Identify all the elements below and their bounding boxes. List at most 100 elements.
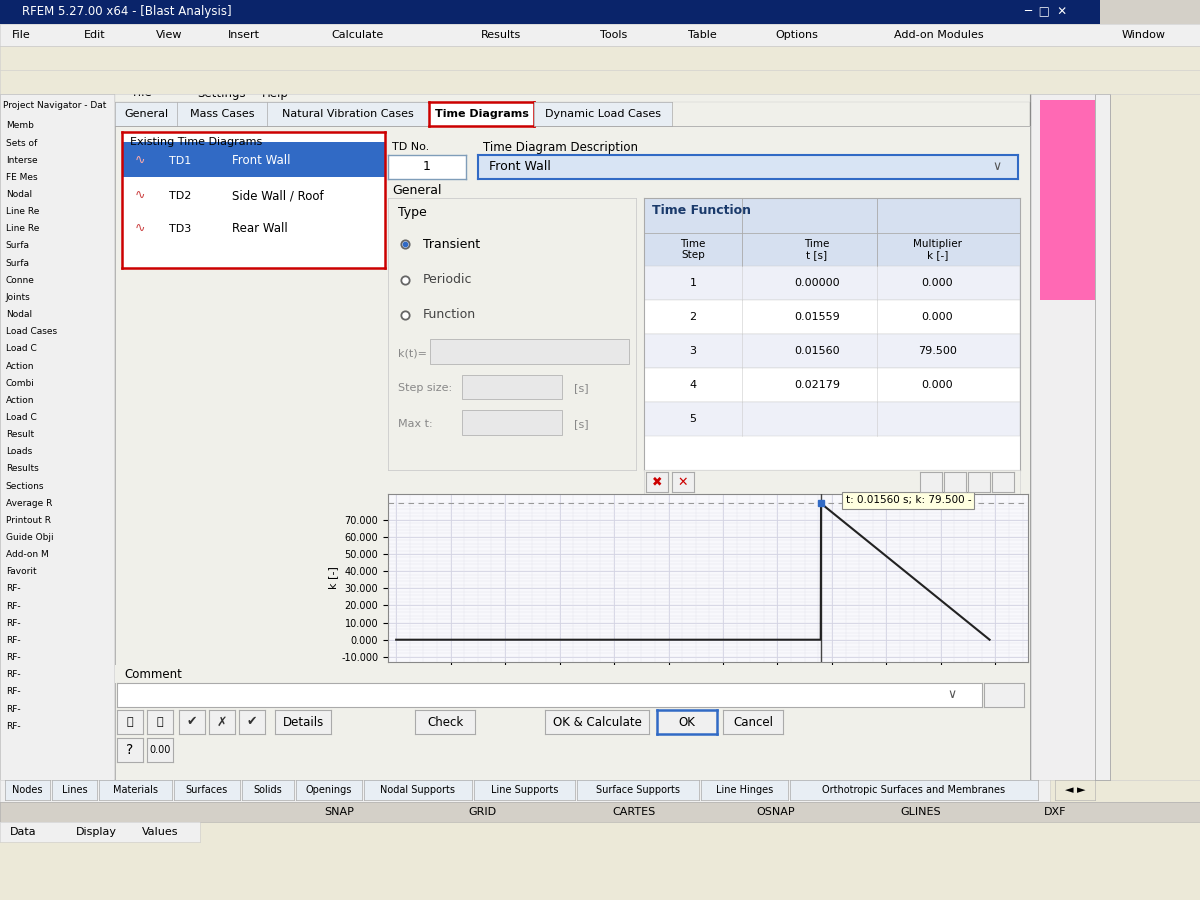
Text: Tools: Tools [600,30,628,40]
Text: 0.01560: 0.01560 [794,346,840,356]
Text: Side Wall / Roof: Side Wall / Roof [233,189,324,202]
Text: Memb: Memb [6,122,34,130]
Text: TD3: TD3 [169,223,192,234]
Text: Favorit: Favorit [6,567,36,576]
Text: Guide Obji: Guide Obji [6,533,53,542]
Bar [122,210,385,245]
X-axis label: t [s]: t [s] [697,688,719,698]
Text: ✕: ✕ [1015,67,1025,79]
Text: File: File [133,86,154,100]
Text: 3: 3 [689,346,696,356]
Text: TD2: TD2 [169,191,192,201]
Text: Multiplier
k [-]: Multiplier k [-] [913,238,961,260]
Text: ✗: ✗ [217,716,227,728]
Text: Sets of: Sets of [6,139,37,148]
Bar [644,334,1020,368]
Text: Nodes: Nodes [12,785,43,795]
Text: RF-: RF- [6,722,20,731]
Text: Dynamic Load Cases: Dynamic Load Cases [545,109,661,119]
Text: Surfa: Surfa [6,241,30,250]
Text: Average R: Average R [6,499,52,508]
Text: 0.00: 0.00 [149,745,170,755]
Text: Settings: Settings [197,86,246,100]
Text: Materials: Materials [113,785,158,795]
Text: RF-: RF- [6,601,20,610]
Text: Function: Function [422,309,476,321]
Text: [s]: [s] [574,383,589,393]
Bar [644,402,1020,436]
Text: 4: 4 [689,380,696,390]
Bar [122,141,385,177]
Text: ∨: ∨ [947,688,956,701]
Text: Help: Help [262,86,288,100]
Text: RF-: RF- [6,670,20,680]
Text: Surfa: Surfa [6,258,30,267]
Text: 5: 5 [689,414,696,424]
Y-axis label: k [-]: k [-] [329,567,338,590]
Text: Surface Supports: Surface Supports [596,785,680,795]
Text: Interse: Interse [6,156,37,165]
Text: Nodal Supports: Nodal Supports [380,785,456,795]
Text: 0.01559: 0.01559 [794,312,840,322]
Text: Time Function: Time Function [652,203,750,217]
Text: Edit: Edit [84,30,106,40]
Text: General: General [124,109,168,119]
Bar [462,374,562,400]
Text: 79.500: 79.500 [918,346,956,356]
Text: GLINES: GLINES [900,807,941,817]
Text: ∨: ∨ [992,160,1002,174]
Text: File: File [12,30,31,40]
Text: Sections: Sections [6,482,44,490]
Bar [644,368,1020,402]
Text: ∿: ∿ [136,154,145,167]
Text: 1: 1 [689,278,696,288]
Bar [644,233,1020,266]
Text: 0.02179: 0.02179 [794,380,840,390]
Text: Openings: Openings [306,785,352,795]
Bar [644,198,1020,233]
Text: TD No.: TD No. [392,142,430,152]
Text: Values: Values [142,827,179,837]
Text: ◄ ►: ◄ ► [1064,785,1085,795]
Text: Table: Table [688,30,716,40]
Text: Load C: Load C [6,413,36,422]
Text: FE Mes: FE Mes [6,173,37,182]
Text: Max t:: Max t: [398,418,432,428]
Text: Display: Display [76,827,118,837]
Text: 0.00000: 0.00000 [794,278,840,288]
Text: Results: Results [6,464,38,473]
Text: Add-on M: Add-on M [6,550,48,559]
Text: [s]: [s] [574,418,589,428]
Text: Insert: Insert [228,30,260,40]
Text: Line Re: Line Re [6,207,40,216]
Text: CARTES: CARTES [612,807,655,817]
Text: Action: Action [6,362,35,371]
Text: Window: Window [1122,30,1166,40]
Text: RF-: RF- [6,705,20,714]
Text: RF-: RF- [6,619,20,628]
Text: Natural Vibration Cases: Natural Vibration Cases [282,109,414,119]
Text: Calculate: Calculate [331,30,384,40]
Text: Existing Time Diagrams: Existing Time Diagrams [130,138,262,148]
Text: 0.000: 0.000 [922,380,953,390]
Text: Add-on Modules: Add-on Modules [894,30,984,40]
Text: Combi: Combi [6,379,35,388]
Text: Result: Result [6,430,34,439]
Text: Time
Step: Time Step [680,238,706,260]
Text: DXF: DXF [1044,807,1067,817]
Text: RFEM 5.27.00 x64 - [Blast Analysis]: RFEM 5.27.00 x64 - [Blast Analysis] [22,5,232,19]
Text: Loads: Loads [6,447,32,456]
Text: 1: 1 [424,160,431,174]
Text: Line Hinges: Line Hinges [716,785,773,795]
Text: t: 0.01560 s; k: 79.500 -: t: 0.01560 s; k: 79.500 - [846,495,971,506]
Text: RF-DYNAM Pro Input Data: RF-DYNAM Pro Input Data [124,67,317,79]
Text: 💾: 💾 [127,717,133,727]
Text: RF-: RF- [6,653,20,662]
Text: Solids: Solids [253,785,282,795]
Text: Transient: Transient [422,238,480,251]
Text: RF-: RF- [6,584,20,593]
Text: Line Supports: Line Supports [491,785,558,795]
Text: 💾: 💾 [157,717,163,727]
Text: Action: Action [6,396,35,405]
Text: OK & Calculate: OK & Calculate [552,716,642,728]
